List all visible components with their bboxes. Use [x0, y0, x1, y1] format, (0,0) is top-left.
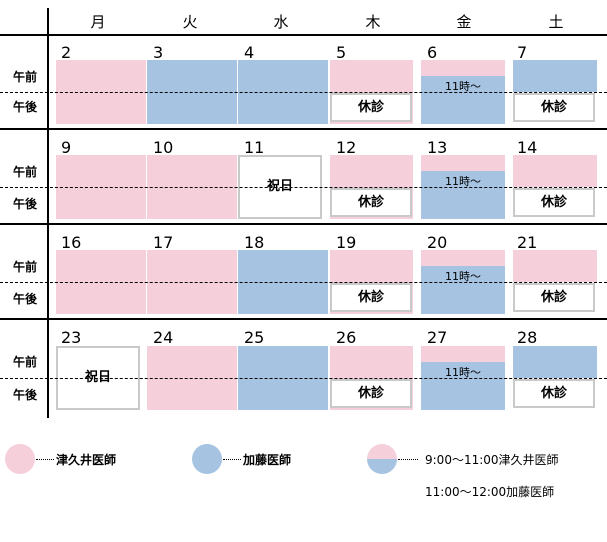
date-label: 3 [153, 43, 164, 62]
date-label: 26 [336, 328, 357, 347]
date-label: 28 [517, 328, 538, 347]
slot-split-kato [421, 266, 505, 314]
legend-split-swatch [367, 444, 397, 474]
date-label: 13 [427, 138, 448, 157]
row-label-pm: 午後 [12, 100, 37, 114]
closed-box: 休診 [513, 283, 595, 312]
grid-vertical-line [47, 8, 49, 418]
legend-dots [223, 459, 241, 460]
slot-tsukui [513, 250, 597, 282]
row-label-am: 午前 [12, 165, 37, 179]
slot-split-tsukui [421, 250, 505, 266]
date-label: 5 [336, 43, 347, 62]
split-time-note: 11時～ [445, 80, 481, 93]
slot-split-tsukui [421, 346, 505, 362]
row-label-pm: 午後 [12, 388, 37, 402]
grid-line-header [0, 34, 607, 36]
date-label: 19 [336, 233, 357, 252]
date-label: 25 [244, 328, 265, 347]
date-label: 23 [61, 328, 82, 347]
date-label: 6 [427, 43, 438, 62]
date-label: 24 [153, 328, 174, 347]
weekday-header-mon: 月 [90, 13, 106, 31]
date-label: 10 [153, 138, 174, 157]
slot-split-tsukui [421, 155, 505, 171]
slot-split-kato [421, 171, 505, 219]
row-label-am: 午前 [12, 260, 37, 274]
date-label: 2 [61, 43, 72, 62]
weekday-header-wed: 水 [273, 13, 289, 31]
am-pm-divider [0, 378, 607, 379]
legend-kato-label: 加藤医師 [243, 453, 292, 467]
closed-box: 休診 [330, 93, 412, 122]
row-label-am: 午前 [12, 355, 37, 369]
slot-tsukui [513, 155, 597, 187]
split-time-note: 11時～ [445, 270, 481, 283]
closed-box: 休診 [513, 93, 595, 122]
slot-kato [513, 60, 597, 92]
slot-kato [513, 346, 597, 378]
legend-tsukui-swatch [5, 444, 35, 474]
split-time-note: 11時～ [445, 175, 481, 188]
date-label: 27 [427, 328, 448, 347]
row-label-am: 午前 [12, 70, 37, 84]
closed-box: 休診 [330, 379, 412, 408]
grid-line-week-1 [0, 128, 607, 130]
slot-split-tsukui [421, 60, 505, 76]
date-label: 14 [517, 138, 538, 157]
date-label: 20 [427, 233, 448, 252]
date-label: 11 [244, 138, 265, 157]
closed-box: 休診 [513, 379, 595, 408]
weekday-header-fri: 金 [456, 13, 472, 31]
am-pm-divider [0, 282, 607, 283]
legend-dots [36, 459, 54, 460]
date-label: 9 [61, 138, 72, 157]
date-label: 16 [61, 233, 82, 252]
split-time-note: 11時～ [445, 366, 481, 379]
row-label-pm: 午後 [12, 197, 37, 211]
closed-box: 休診 [513, 188, 595, 217]
slot-split-kato [421, 362, 505, 410]
weekday-header-thu: 木 [365, 13, 381, 31]
weekday-header-tue: 火 [182, 13, 198, 31]
date-label: 17 [153, 233, 174, 252]
grid-line-week-2 [0, 223, 607, 225]
closed-box: 休診 [330, 283, 412, 312]
grid-line-week-3 [0, 318, 607, 320]
am-pm-divider [0, 92, 607, 93]
legend-kato-swatch [192, 444, 222, 474]
legend-split-label-line2: 11:00～12:00加藤医師 [425, 485, 555, 499]
date-label: 21 [517, 233, 538, 252]
legend-split-label-line1: 9:00～11:00津久井医師 [425, 453, 559, 467]
am-pm-divider [0, 187, 607, 188]
row-label-pm: 午後 [12, 292, 37, 306]
legend-dots [398, 459, 418, 460]
weekday-header-sat: 土 [548, 13, 564, 31]
date-label: 7 [517, 43, 528, 62]
date-label: 18 [244, 233, 265, 252]
slot-split-kato [421, 76, 505, 124]
date-label: 4 [244, 43, 255, 62]
closed-box: 休診 [330, 188, 412, 217]
legend-tsukui-label: 津久井医師 [56, 453, 117, 467]
date-label: 12 [336, 138, 357, 157]
